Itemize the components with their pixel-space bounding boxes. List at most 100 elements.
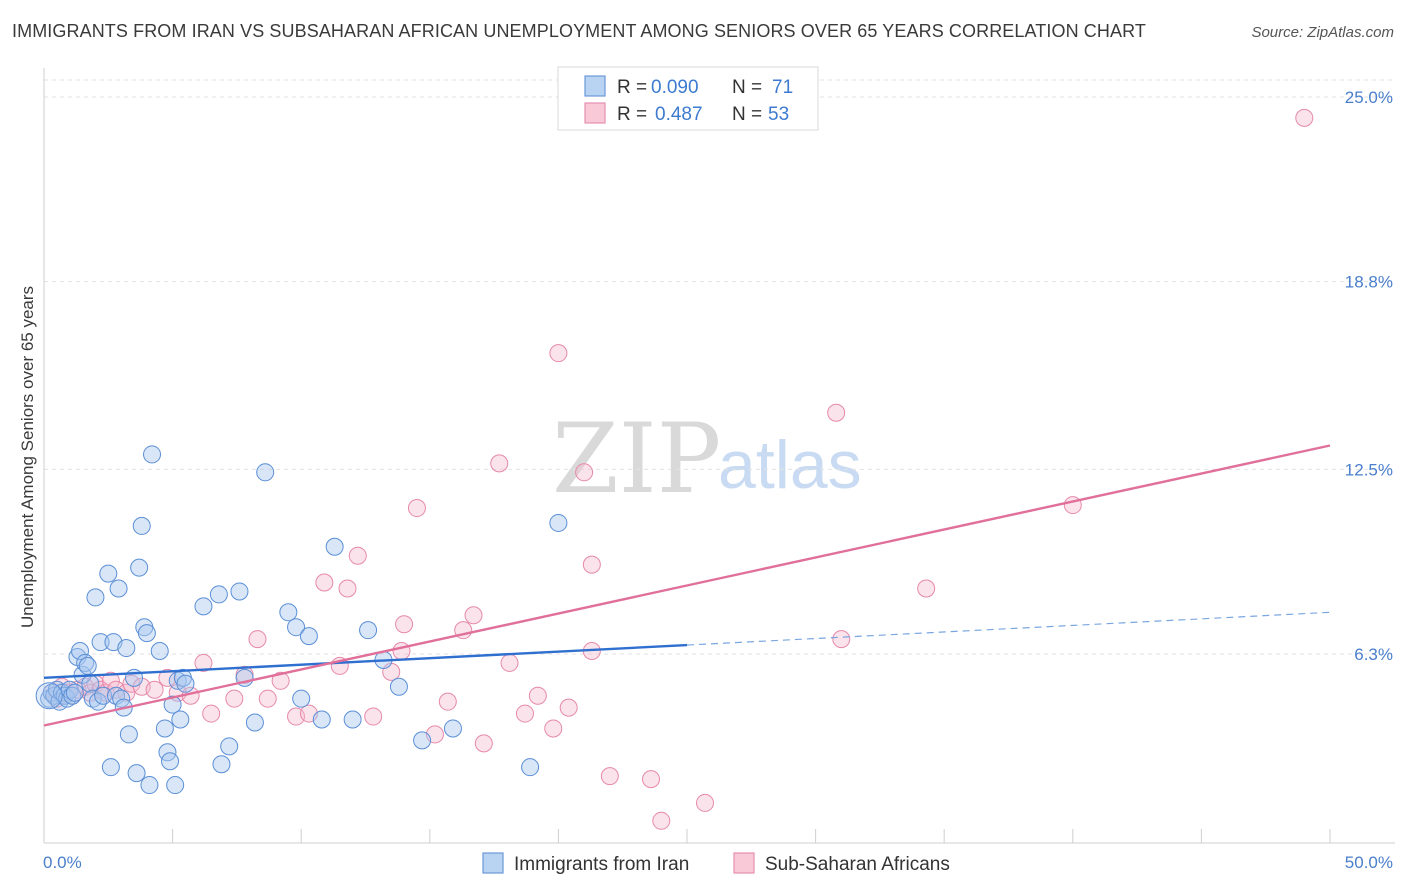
subsaharan-point-53: [600, 767, 619, 786]
subsaharan-point-17: [158, 668, 177, 687]
legend-swatch-blue: [584, 75, 606, 97]
iran-point-61: [312, 710, 331, 729]
y-tick-labels: 6.3% 12.5% 18.8% 25.0%: [1345, 88, 1393, 664]
legend-box: R = 0.090 N = 71 R = 0.487 N = 53: [557, 66, 819, 131]
legend-r-value-2: 0.487: [655, 104, 703, 125]
iran-point-22: [99, 564, 118, 583]
y-tick-label-0: 6.3%: [1354, 645, 1393, 664]
iran-point-56: [256, 463, 275, 482]
subsaharan-point-31: [338, 579, 357, 598]
subsaharan-point-58: [832, 630, 851, 649]
subsaharan-point-45: [515, 704, 534, 723]
iran-point-49: [194, 597, 213, 616]
iran-point-66: [389, 677, 408, 696]
subsaharan-point-42: [474, 734, 493, 753]
subsaharan-point-24: [248, 630, 267, 649]
iran-point-23: [101, 758, 120, 777]
subsaharan-point-26: [271, 671, 290, 690]
subsaharan-point-46: [528, 686, 547, 705]
subsaharan-point-47: [544, 719, 563, 738]
subsaharan-point-13: [117, 683, 136, 702]
iran-point-39: [150, 642, 169, 661]
subsaharan-point-39: [438, 692, 457, 711]
subsaharan-point-59: [917, 579, 936, 598]
iran-point-67: [413, 731, 432, 750]
iran-point-18: [86, 588, 105, 607]
y-tick-label-1: 12.5%: [1345, 460, 1393, 479]
subsaharan-trend-line: [43, 444, 1331, 727]
legend-n-label-1: N =: [732, 77, 762, 98]
iran-point-36: [137, 624, 156, 643]
iran-point-53: [230, 582, 249, 601]
watermark-atlas: atlas: [718, 427, 862, 503]
subsaharan-point-43: [490, 454, 509, 473]
bottom-legend-label-1: Immigrants from Iran: [514, 854, 689, 875]
subsaharan-point-36: [395, 615, 414, 634]
iran-point-19: [89, 692, 108, 711]
iran-point-46: [171, 710, 190, 729]
iran-point-21: [94, 686, 113, 705]
iran-point-15: [78, 656, 97, 675]
iran-point-68: [443, 719, 462, 738]
gridlines: [44, 79, 1395, 655]
iran-point-9: [63, 686, 82, 705]
y-axis-label: Unemployment Among Seniors over 65 years: [18, 286, 37, 628]
legend-swatch-pink: [584, 102, 606, 124]
subsaharan-point-50: [575, 463, 594, 482]
iran-point-38: [143, 445, 162, 464]
iran-point-16: [81, 674, 100, 693]
iran-trend-extension: [686, 611, 1331, 646]
chart-title: IMMIGRANTS FROM IRAN VS SUBSAHARAN AFRIC…: [12, 21, 1146, 41]
subsaharan-point-22: [225, 689, 244, 708]
iran-point-37: [140, 776, 159, 795]
x-tick-label-0: 0.0%: [43, 853, 82, 872]
subsaharan-point-55: [652, 811, 671, 830]
iran-point-48: [176, 674, 195, 693]
legend-r-value-1: 0.090: [651, 77, 699, 98]
source-credit: Source: ZipAtlas.com: [1251, 24, 1394, 41]
subsaharan-point-51: [582, 555, 601, 574]
iran-point-50: [209, 585, 228, 604]
iran-point-33: [130, 558, 149, 577]
bottom-legend-swatch-blue: [482, 852, 504, 874]
bottom-legend-swatch-pink: [733, 852, 755, 874]
iran-point-58: [287, 618, 306, 637]
subsaharan-point-57: [827, 403, 846, 422]
iran-point-64: [359, 621, 378, 640]
subsaharan-point-16: [145, 680, 164, 699]
axes: [43, 68, 1395, 844]
legend-n-value-2: 53: [768, 104, 789, 125]
iran-point-17: [83, 689, 102, 708]
iran-point-44: [166, 776, 185, 795]
trend-lines: [43, 444, 1331, 727]
bottom-legend-label-2: Sub-Saharan Africans: [765, 854, 950, 875]
iran-point-43: [163, 695, 182, 714]
iran-point-60: [299, 627, 318, 646]
iran-trend-line: [43, 643, 688, 680]
subsaharan-point-54: [641, 770, 660, 789]
iran-point-34: [132, 516, 151, 535]
legend-n-label-2: N =: [732, 104, 762, 125]
iran-point-51: [212, 755, 231, 774]
legend-r-label-2: R =: [617, 104, 647, 125]
iran-point-40: [155, 719, 174, 738]
iran-point-30: [119, 725, 138, 744]
subsaharan-point-35: [392, 642, 411, 661]
subsaharan-point-48: [549, 344, 568, 363]
iran-point-62: [325, 537, 344, 556]
iran-point-59: [292, 689, 311, 708]
iran-point-69: [521, 758, 540, 777]
subsaharan-point-29: [315, 573, 334, 592]
iran-cluster-point: [35, 682, 63, 710]
subsaharan-point-33: [364, 707, 383, 726]
iran-point-55: [245, 713, 264, 732]
iran-point-10: [65, 683, 84, 702]
iran-point-14: [76, 653, 95, 672]
subsaharan-point-37: [407, 499, 426, 518]
iran-point-70: [549, 513, 568, 532]
subsaharan-point-32: [348, 546, 367, 565]
subsaharan-point-44: [500, 653, 519, 672]
iran-point-52: [220, 737, 239, 756]
x-tick-labels: 0.0% 50.0%: [43, 853, 1393, 872]
